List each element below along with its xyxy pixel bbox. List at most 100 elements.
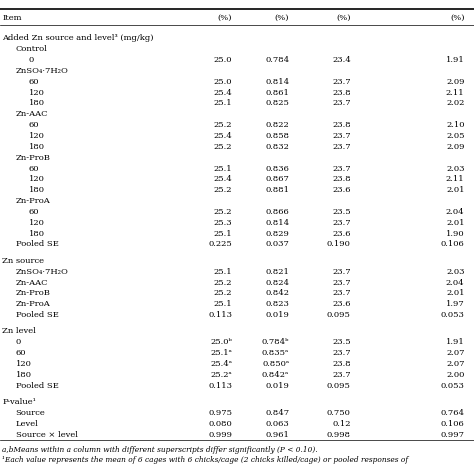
Text: 25.2: 25.2 [214,186,232,194]
Text: 120: 120 [29,219,45,227]
Text: 0.053: 0.053 [441,382,465,390]
Text: 25.2: 25.2 [214,290,232,297]
Text: 25.2: 25.2 [214,279,232,287]
Text: Source × level: Source × level [16,431,78,438]
Text: 25.1ᵃ: 25.1ᵃ [210,349,232,357]
Text: 60: 60 [29,208,39,216]
Text: 0.867: 0.867 [265,175,289,183]
Text: 180: 180 [29,100,45,108]
Text: 25.4ᵃ: 25.4ᵃ [210,360,232,368]
Text: Zn level: Zn level [2,328,36,336]
Text: 0.784ᵇ: 0.784ᵇ [262,338,289,346]
Text: 23.8: 23.8 [332,360,351,368]
Text: 23.5: 23.5 [332,338,351,346]
Text: 0.814: 0.814 [265,78,289,86]
Text: 0.821: 0.821 [265,268,289,276]
Text: Zn source: Zn source [2,257,45,265]
Text: 0.784: 0.784 [265,56,289,64]
Text: 1.90: 1.90 [446,229,465,237]
Text: 23.5: 23.5 [332,208,351,216]
Text: 0.861: 0.861 [265,89,289,97]
Text: 180: 180 [29,186,45,194]
Text: 1.91: 1.91 [446,56,465,64]
Text: 0.829: 0.829 [265,229,289,237]
Text: 0.764: 0.764 [440,409,465,417]
Text: Pooled SE: Pooled SE [16,311,58,319]
Text: 0: 0 [16,338,21,346]
Text: 0.095: 0.095 [327,311,351,319]
Text: ZnSO₄·7H₂O: ZnSO₄·7H₂O [16,268,69,276]
Text: 23.7: 23.7 [332,100,351,108]
Text: Zn-AAC: Zn-AAC [16,279,48,287]
Text: 23.6: 23.6 [332,186,351,194]
Text: 23.7: 23.7 [332,349,351,357]
Text: 2.04: 2.04 [446,279,465,287]
Text: 23.7: 23.7 [332,268,351,276]
Text: 2.07: 2.07 [446,349,465,357]
Text: 25.1: 25.1 [214,100,232,108]
Text: 0.019: 0.019 [265,311,289,319]
Text: 120: 120 [29,132,45,140]
Text: (%): (%) [274,14,289,22]
Text: 25.4: 25.4 [213,89,232,97]
Text: 120: 120 [16,360,31,368]
Text: 0.190: 0.190 [327,240,351,248]
Text: 23.7: 23.7 [332,290,351,297]
Text: 23.7: 23.7 [332,371,351,379]
Text: 25.0: 25.0 [214,56,232,64]
Text: 23.7: 23.7 [332,219,351,227]
Text: 2.01: 2.01 [446,219,465,227]
Text: 0.019: 0.019 [265,382,289,390]
Text: Zn-ProB: Zn-ProB [16,290,51,297]
Text: 0.063: 0.063 [265,420,289,428]
Text: Added Zn source and level³ (mg/kg): Added Zn source and level³ (mg/kg) [2,35,154,42]
Text: 2.00: 2.00 [446,371,465,379]
Text: 25.4: 25.4 [213,175,232,183]
Text: 2.02: 2.02 [446,100,465,108]
Text: 0.847: 0.847 [265,409,289,417]
Text: 2.07: 2.07 [446,360,465,368]
Text: 120: 120 [29,89,45,97]
Text: 23.4: 23.4 [332,56,351,64]
Text: 0.842: 0.842 [265,290,289,297]
Text: 25.1: 25.1 [214,300,232,308]
Text: 2.01: 2.01 [446,186,465,194]
Text: 0.053: 0.053 [441,311,465,319]
Text: 0.822: 0.822 [265,121,289,129]
Text: 0.825: 0.825 [265,100,289,108]
Text: 0.113: 0.113 [208,311,232,319]
Text: 1.97: 1.97 [446,300,465,308]
Text: 2.10: 2.10 [446,121,465,129]
Text: 0.106: 0.106 [441,240,465,248]
Text: 2.04: 2.04 [446,208,465,216]
Text: 60: 60 [29,164,39,173]
Text: 23.7: 23.7 [332,132,351,140]
Text: 23.8: 23.8 [332,175,351,183]
Text: 0.999: 0.999 [208,431,232,438]
Text: Zn-AAC: Zn-AAC [16,110,48,118]
Text: 180: 180 [29,143,45,151]
Text: Control: Control [16,45,47,53]
Text: 0.750: 0.750 [327,409,351,417]
Text: 2.11: 2.11 [446,89,465,97]
Text: 0.113: 0.113 [208,382,232,390]
Text: Zn-ProA: Zn-ProA [16,300,50,308]
Text: 25.2: 25.2 [214,143,232,151]
Text: Zn-ProB: Zn-ProB [16,154,51,162]
Text: 0.823: 0.823 [265,300,289,308]
Text: 0.106: 0.106 [441,420,465,428]
Text: 23.8: 23.8 [332,121,351,129]
Text: 0.835ᵃ: 0.835ᵃ [262,349,289,357]
Text: 25.0ᵇ: 25.0ᵇ [210,338,232,346]
Text: ZnSO₄·7H₂O: ZnSO₄·7H₂O [16,67,69,75]
Text: Source: Source [16,409,46,417]
Text: 0: 0 [29,56,34,64]
Text: 180: 180 [16,371,32,379]
Text: 0.832: 0.832 [265,143,289,151]
Text: 0.12: 0.12 [332,420,351,428]
Text: 2.11: 2.11 [446,175,465,183]
Text: 0.997: 0.997 [440,431,465,438]
Text: 0.842ᵃ: 0.842ᵃ [262,371,289,379]
Text: 0.866: 0.866 [265,208,289,216]
Text: 2.03: 2.03 [446,164,465,173]
